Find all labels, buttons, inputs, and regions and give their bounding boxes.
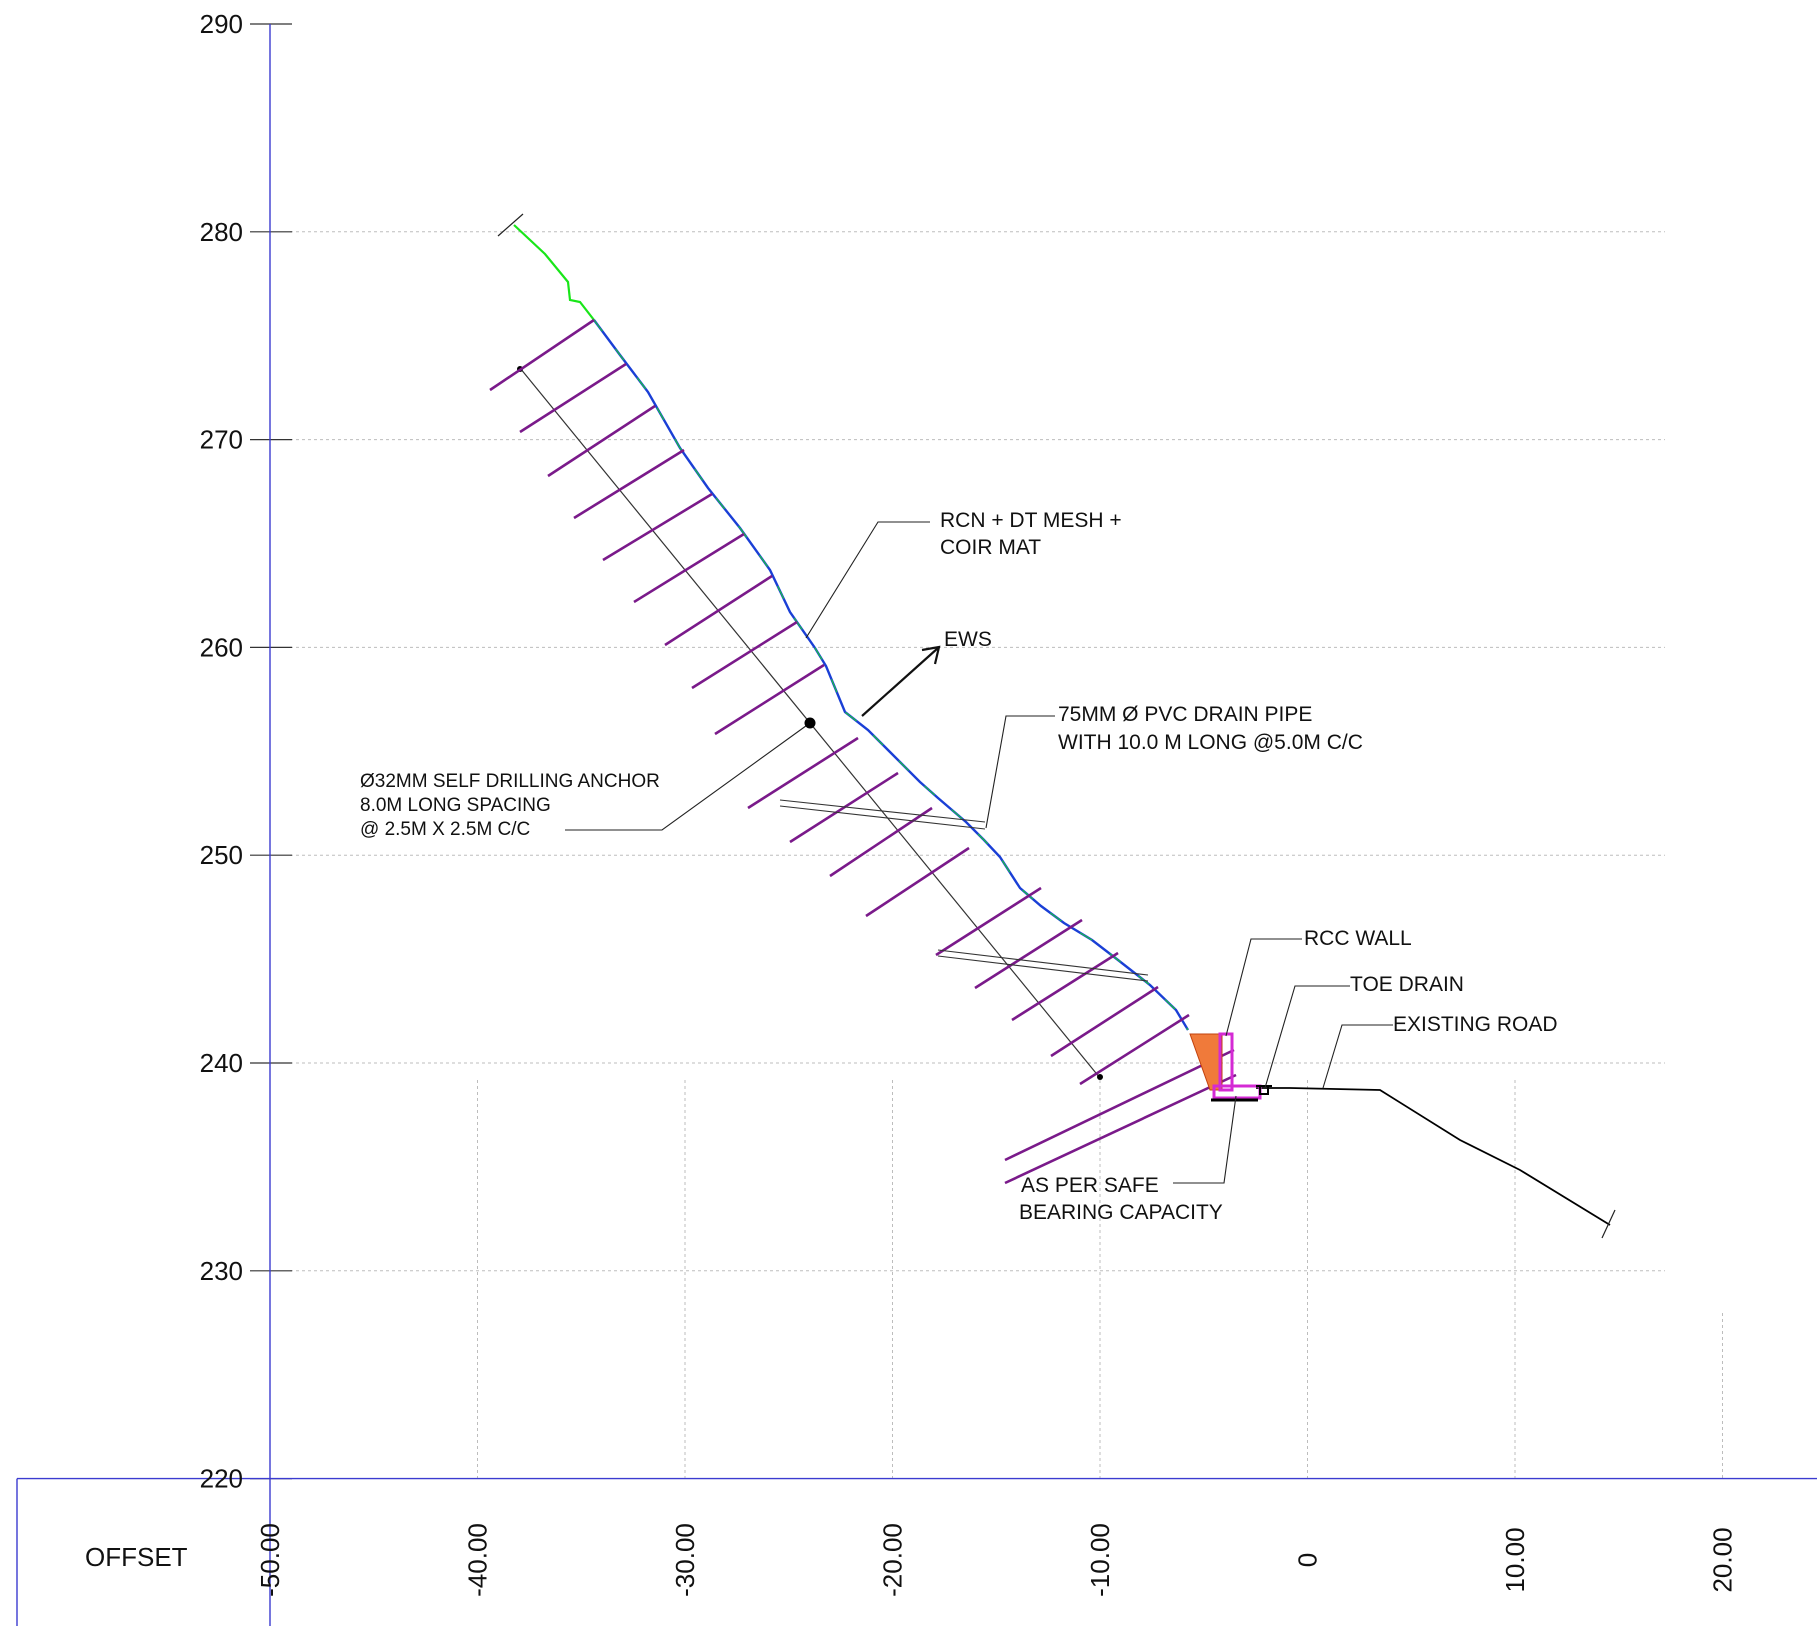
self-drilling-anchor <box>664 574 773 647</box>
rcc-wall-leader <box>1225 938 1302 1037</box>
self-drilling-anchor <box>489 318 595 392</box>
self-drilling-anchor <box>1079 1013 1190 1086</box>
y-tick-label: 240 <box>200 1048 243 1078</box>
x-tick-label: 0 <box>1293 1553 1323 1567</box>
self-drilling-anchor <box>691 620 798 690</box>
existing-road-label: EXISTING ROAD <box>1393 1013 1558 1036</box>
tick-labels: 290 280 270 260 250 240 230 220 -50.00 -40.00 -30.… <box>200 9 1738 1597</box>
gridlines <box>290 231 1723 1479</box>
offset-row-label: OFFSET <box>85 1542 188 1572</box>
drain-pipe-label-line1: 75MM Ø PVC DRAIN PIPE <box>1058 703 1312 726</box>
finished-slope-line <box>593 319 1190 1031</box>
bearing-leader <box>1173 1095 1237 1184</box>
ews-arrow-line <box>861 647 939 717</box>
y-tick-label: 290 <box>200 9 243 39</box>
self-drilling-anchor <box>935 886 1042 957</box>
anchor-annotation: Ø32MM SELF DRILLING ANCHOR 8.0M LONG SPA… <box>360 717 816 840</box>
self-drilling-anchor <box>829 806 933 878</box>
natural-ground-line <box>513 224 595 321</box>
rcn-mesh-leader <box>805 521 930 639</box>
drain-pipe-2-lower-edge <box>937 955 1149 982</box>
self-drilling-anchor <box>974 918 1083 990</box>
y-tick-label: 270 <box>200 425 243 455</box>
rcc-wall-backfill <box>1189 1033 1223 1091</box>
anchor-label-line3: @ 2.5M X 2.5M C/C <box>360 819 530 840</box>
y-tick-label: 220 <box>200 1464 243 1494</box>
anchor-leader <box>565 722 811 831</box>
y-tick-label: 260 <box>200 632 243 662</box>
ews-arrow-head <box>921 645 941 665</box>
self-drilling-anchor <box>865 846 970 918</box>
anchor-label-line1: Ø32MM SELF DRILLING ANCHOR <box>360 771 660 792</box>
bearing-annotation: AS PER SAFE BEARING CAPACITY <box>1019 1095 1237 1224</box>
drain-pipe-lower-edge <box>779 805 986 830</box>
existing-road-leader <box>1322 1024 1393 1089</box>
self-drilling-anchor <box>633 532 745 604</box>
rcc-wall-annotation: RCC WALL <box>1225 927 1412 1037</box>
break-mark-left <box>497 213 524 237</box>
structures <box>779 799 1272 1102</box>
x-tick-label: -20.00 <box>878 1523 908 1597</box>
axes <box>16 23 1817 1626</box>
self-drilling-anchor <box>519 362 627 434</box>
rcn-mesh-label-line2: COIR MAT <box>940 536 1041 559</box>
x-tick-label: 10.00 <box>1500 1527 1530 1592</box>
x-tick-label: -40.00 <box>463 1523 493 1597</box>
existing-road-annotation: EXISTING ROAD <box>1322 1013 1558 1089</box>
toe-drain-leader <box>1264 985 1350 1089</box>
self-drilling-anchor <box>1050 985 1159 1058</box>
rcn-mesh-annotation: RCN + DT MESH + COIR MAT <box>805 509 1122 639</box>
existing-road-line <box>1256 1087 1611 1226</box>
drain-pipe-upper-edge <box>779 799 986 823</box>
drain-pipe-label-line2: WITH 10.0 M LONG @5.0M C/C <box>1058 731 1363 754</box>
self-drilling-anchor <box>602 492 713 562</box>
x-tick-label: 20.00 <box>1708 1527 1738 1592</box>
y-tick-label: 230 <box>200 1256 243 1286</box>
x-tick-label: -50.00 <box>255 1523 285 1597</box>
self-drilling-anchor <box>1011 951 1119 1022</box>
reference-line-end-bottom <box>1097 1074 1103 1080</box>
bearing-label-line1: AS PER SAFE <box>1021 1174 1159 1197</box>
y-tick-label: 280 <box>200 217 243 247</box>
x-tick-label: -10.00 <box>1085 1523 1115 1597</box>
ews-annotation: EWS <box>861 628 992 717</box>
y-tick-label: 250 <box>200 840 243 870</box>
toe-drain-channel <box>1259 1086 1269 1095</box>
self-drilling-anchor <box>747 736 859 810</box>
x-tick-label: -30.00 <box>670 1523 700 1597</box>
self-drilling-anchor <box>573 448 685 520</box>
bearing-label-line2: BEARING CAPACITY <box>1019 1201 1223 1224</box>
anchor-group <box>489 318 1237 1185</box>
self-drilling-anchor <box>714 663 825 736</box>
break-mark-right <box>1601 1209 1616 1239</box>
slope-grass-overlay <box>593 319 1189 1031</box>
ews-label: EWS <box>944 628 992 651</box>
self-drilling-anchor <box>1004 1073 1237 1185</box>
drain-pipe-annotation: 75MM Ø PVC DRAIN PIPE WITH 10.0 M LONG @… <box>985 703 1363 829</box>
toe-drain-label: TOE DRAIN <box>1350 973 1464 996</box>
terrain-profile <box>497 213 1616 1239</box>
anchor-label-line2: 8.0M LONG SPACING <box>360 795 551 816</box>
drain-pipe-leader <box>985 715 1055 829</box>
rcn-mesh-label-line1: RCN + DT MESH + <box>940 509 1122 532</box>
anchor-leader-dot <box>804 717 816 729</box>
rcc-wall-label: RCC WALL <box>1304 927 1412 950</box>
self-drilling-anchor <box>1004 1048 1235 1162</box>
self-drilling-anchor <box>547 404 656 478</box>
toe-drain-annotation: TOE DRAIN <box>1264 973 1464 1089</box>
self-drilling-anchor <box>789 771 899 844</box>
drain-pipe-2-upper-edge <box>937 949 1149 976</box>
